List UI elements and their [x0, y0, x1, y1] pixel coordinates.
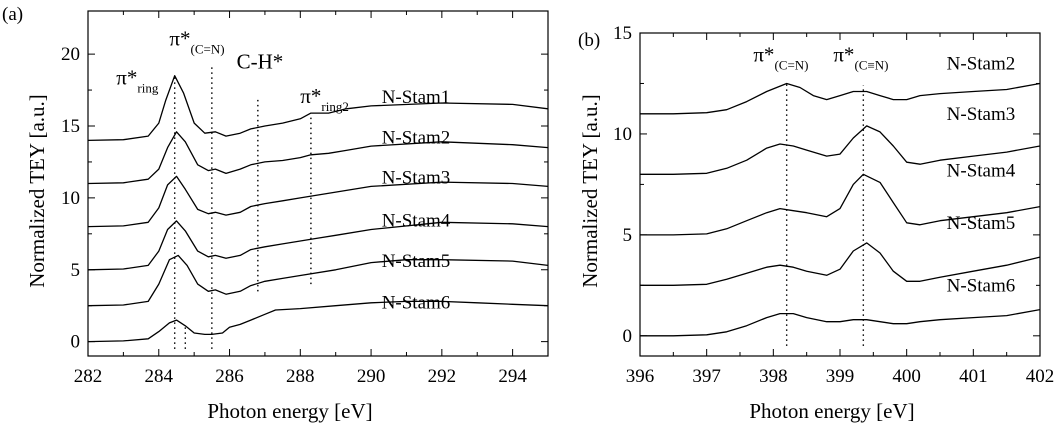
panel-b-ylabel: Normalized TEY [a.u.] — [578, 94, 602, 288]
panel-a-letter: (a) — [2, 4, 23, 25]
panel-b-xlabel: Photon energy [eV] — [749, 399, 914, 423]
panel-a-annotation-pi-ring-main: π* — [116, 65, 137, 89]
panel-a-xlabel: Photon energy [eV] — [207, 399, 372, 423]
panel-b-plot-frame — [639, 32, 1041, 357]
panel-b-x-tick-label: 398 — [759, 366, 788, 387]
panel-b: (b) Normalized TEY [a.u.] Photon energy … — [578, 23, 1054, 423]
panel-a-series-label-n-stam5: N-Stam5 — [382, 251, 451, 272]
panel-a-annotation-pi-ring-sub: ring — [137, 80, 158, 95]
panel-a-annotation-pi-ring2-main: π* — [300, 84, 321, 108]
panel-b-annotation-pi-cnt: π*(C≡N) — [833, 42, 888, 72]
panel-b-x-tick-label: 399 — [826, 366, 855, 387]
panel-b-series-line-n-stam4 — [640, 173, 1040, 236]
panel-a-y-tick-label: 15 — [61, 116, 80, 137]
panel-b-series-label-n-stam4: N-Stam4 — [947, 160, 1016, 181]
panel-a-series-line-n-stam4 — [88, 220, 548, 271]
panel-a-annotation-pi-ring: π*ring — [116, 65, 159, 95]
panel-a-series-line-n-stam2 — [88, 131, 548, 185]
panel-b-annotation-pi-cn-main: π* — [753, 42, 774, 66]
panel-a-y-tick-label: 5 — [71, 260, 81, 281]
panel-b-annotation-pi-cnt-sub: (C≡N) — [854, 57, 888, 72]
panel-a-annotation-pi-cn-main: π* — [169, 27, 190, 51]
panel-b-annotation-pi-cnt-main: π* — [833, 42, 854, 66]
panel-a-annotation-pi-cn-sub: (C=N) — [190, 42, 224, 57]
panel-b-annotation-pi-cn: π*(C=N) — [753, 42, 808, 72]
panel-a-x-tick-label: 288 — [286, 366, 315, 387]
panel-b-x-tick-label: 402 — [1026, 366, 1055, 387]
panel-a-annotation-ch-main: C-H* — [237, 50, 284, 74]
panel-b-y-tick-label: 10 — [613, 124, 632, 145]
panel-a-series-label-n-stam2: N-Stam2 — [382, 127, 451, 148]
panel-a-x-tick-label: 284 — [145, 366, 174, 387]
panel-a-y-tick-label: 10 — [61, 188, 80, 209]
panel-b-x-tick-label: 400 — [892, 366, 921, 387]
panel-a-series-line-n-stam6 — [88, 300, 548, 343]
panel-a-annotation-ch: C-H* — [237, 50, 284, 74]
panel-a-x-tick-label: 286 — [215, 366, 244, 387]
panel-b-series-label-n-stam6: N-Stam6 — [947, 275, 1016, 296]
panel-b-x-tick-label: 397 — [692, 366, 721, 387]
panel-a-series-line-n-stam5 — [88, 254, 548, 307]
panel-b-annotation-pi-cn-sub: (C=N) — [774, 57, 808, 72]
panel-b-letter: (b) — [578, 30, 600, 51]
panel-a-ylabel: Normalized TEY [a.u.] — [25, 94, 49, 288]
panel-a-series-label-n-stam1: N-Stam1 — [382, 87, 451, 108]
panel-a-series-line-n-stam3 — [88, 175, 548, 228]
panel-a-series-label-n-stam4: N-Stam4 — [382, 211, 451, 232]
panel-a-plot-frame — [87, 10, 549, 357]
panel-a-x-tick-label: 282 — [74, 366, 103, 387]
panel-a-series-label-n-stam3: N-Stam3 — [382, 168, 451, 189]
panel-b-series-label-n-stam2: N-Stam2 — [947, 53, 1016, 74]
panel-a-annotation-pi-ring2: π*ring2 — [300, 84, 349, 114]
panel-b-y-tick-label: 5 — [623, 225, 633, 246]
panel-b-x-tick-label: 401 — [959, 366, 988, 387]
panel-b-series-label-n-stam3: N-Stam3 — [947, 104, 1016, 125]
panel-a-series-label-n-stam6: N-Stam6 — [382, 293, 451, 314]
panel-a-y-tick-label: 0 — [71, 332, 81, 353]
panel-a-x-tick-label: 290 — [357, 366, 386, 387]
panel-b-x-tick-label: 396 — [626, 366, 655, 387]
panel-b-series-line-n-stam6 — [640, 308, 1040, 337]
panel-a-x-tick-label: 292 — [428, 366, 457, 387]
panel-a-annotation-pi-cn: π*(C=N) — [169, 27, 224, 57]
panel-b-series-line-n-stam2 — [640, 82, 1040, 115]
panel-a-x-tick-label: 294 — [498, 366, 527, 387]
panel-b-y-tick-label: 0 — [623, 326, 633, 347]
panel-b-series-line-n-stam5 — [640, 242, 1040, 286]
panel-a-annotation-pi-ring2-sub: ring2 — [321, 99, 348, 114]
panel-a: (a) Normalized TEY [a.u.] Photon energy … — [2, 4, 549, 423]
panel-a-y-tick-label: 20 — [61, 44, 80, 65]
panel-a-series-line-n-stam1 — [88, 75, 548, 142]
panel-b-y-tick-label: 15 — [613, 23, 632, 44]
panel-b-series-line-n-stam3 — [640, 125, 1040, 175]
panel-b-series-label-n-stam5: N-Stam5 — [947, 213, 1016, 234]
